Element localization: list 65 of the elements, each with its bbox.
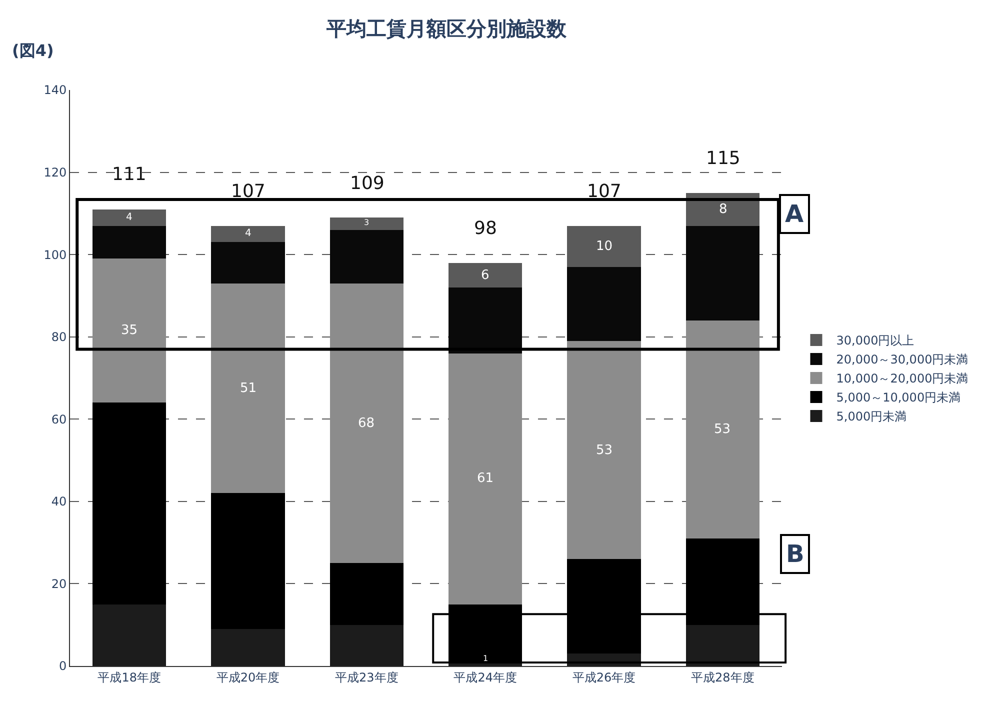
bar xyxy=(92,604,166,666)
bar xyxy=(330,563,404,625)
y-tick-label: 80 xyxy=(51,330,67,344)
bar xyxy=(330,218,404,230)
data-label: 8 xyxy=(719,202,728,217)
data-label: 53 xyxy=(714,422,731,437)
bar xyxy=(92,226,166,259)
data-label: 3 xyxy=(364,218,370,227)
total-label: 98 xyxy=(474,218,497,239)
x-tick-label: 平成28年度 xyxy=(691,670,754,684)
data-label: 61 xyxy=(477,471,494,486)
data-label: 1 xyxy=(483,654,488,663)
data-label: 6 xyxy=(481,268,490,283)
data-label: 53 xyxy=(596,443,613,458)
y-tick-label: 40 xyxy=(51,494,67,509)
x-tick-label: 平成26年度 xyxy=(572,670,636,684)
data-label: 4 xyxy=(126,212,132,223)
bar xyxy=(211,283,285,494)
total-label: 107 xyxy=(587,181,622,202)
bar xyxy=(686,226,760,320)
total-label: 107 xyxy=(231,181,266,202)
text: B xyxy=(786,540,804,568)
bar xyxy=(686,320,760,538)
x-tick-label: 平成18年度 xyxy=(98,670,161,684)
x-tick-label: 平成23年度 xyxy=(335,670,398,684)
legend-label: 5,000～10,000円未満 xyxy=(836,390,961,405)
legend-label: 30,000円以上 xyxy=(836,334,914,348)
y-tick-label: 120 xyxy=(44,165,67,180)
y-tick-label: 140 xyxy=(44,83,67,98)
total-label: 111 xyxy=(112,164,146,185)
bar xyxy=(211,493,285,629)
bar xyxy=(448,262,522,288)
text: A xyxy=(785,200,804,228)
data-label: 68 xyxy=(358,416,375,431)
chart-title: 平均工賃月額区分別施設数 xyxy=(325,16,568,40)
bar xyxy=(211,226,285,242)
bar xyxy=(211,242,285,284)
x-tick-label: 平成24年度 xyxy=(454,670,517,684)
bar xyxy=(448,353,522,604)
bar xyxy=(686,624,760,666)
legend-label: 10,000～20,000円未満 xyxy=(836,372,968,386)
bar xyxy=(567,266,641,341)
bar xyxy=(92,209,166,226)
y-tick-label: 0 xyxy=(58,659,67,674)
y-tick-label: 20 xyxy=(51,576,67,591)
bar xyxy=(92,402,166,604)
bar xyxy=(92,258,166,403)
bar xyxy=(330,624,404,666)
data-label: 51 xyxy=(240,381,257,396)
y-tick-label: 100 xyxy=(44,248,67,262)
x-tick-label: 平成20年度 xyxy=(216,670,280,684)
legend-label: 20,000～30,000円未満 xyxy=(836,352,968,367)
legend-label: 5,000円未満 xyxy=(836,410,907,424)
text: (図4) xyxy=(12,41,54,60)
bar xyxy=(211,628,285,666)
data-label: 10 xyxy=(596,239,613,254)
data-label: 35 xyxy=(121,323,138,338)
data-label: 4 xyxy=(245,228,252,239)
y-tick-label: 60 xyxy=(51,412,67,426)
bar xyxy=(330,230,404,284)
bar xyxy=(567,226,641,267)
bar xyxy=(567,340,641,560)
total-label: 109 xyxy=(350,173,384,194)
total-label: 115 xyxy=(706,148,740,169)
bar xyxy=(330,283,404,564)
